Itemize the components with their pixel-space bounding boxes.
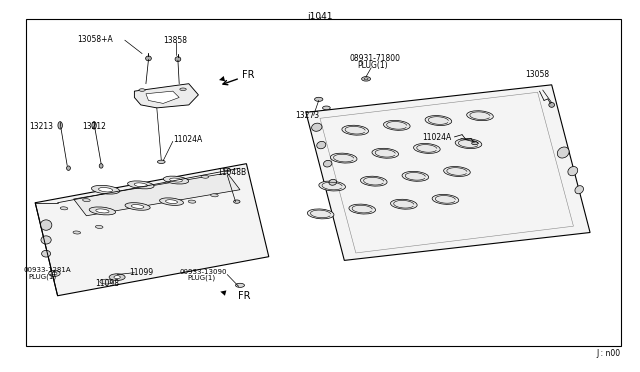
Ellipse shape [96, 209, 109, 213]
Ellipse shape [163, 176, 189, 184]
Ellipse shape [180, 88, 186, 91]
Ellipse shape [390, 199, 417, 209]
Ellipse shape [223, 169, 231, 171]
Ellipse shape [125, 203, 150, 210]
Ellipse shape [455, 139, 482, 148]
Text: PLUG(1): PLUG(1) [28, 273, 56, 280]
Polygon shape [74, 173, 240, 216]
Ellipse shape [307, 209, 334, 219]
Ellipse shape [349, 204, 376, 214]
Bar [26, 19, 621, 346]
Ellipse shape [60, 207, 68, 210]
Text: 00933-1281A: 00933-1281A [24, 267, 71, 273]
Ellipse shape [432, 195, 459, 204]
Ellipse shape [312, 123, 322, 131]
Ellipse shape [99, 187, 113, 192]
Ellipse shape [157, 160, 165, 164]
Polygon shape [134, 84, 198, 108]
Ellipse shape [131, 205, 144, 208]
Text: J : n00: J : n00 [596, 349, 621, 358]
Ellipse shape [73, 231, 81, 234]
Ellipse shape [323, 160, 332, 167]
Text: 08931-71800: 08931-71800 [349, 54, 401, 63]
Ellipse shape [41, 236, 51, 244]
Ellipse shape [188, 200, 196, 203]
Text: 13212: 13212 [82, 122, 106, 131]
Text: FR: FR [242, 70, 255, 80]
Ellipse shape [330, 153, 357, 163]
Ellipse shape [127, 181, 154, 189]
Text: 11099: 11099 [129, 268, 154, 277]
Ellipse shape [575, 186, 584, 194]
Text: i1041: i1041 [307, 12, 333, 21]
Ellipse shape [342, 125, 369, 135]
Ellipse shape [170, 178, 182, 182]
Ellipse shape [166, 200, 177, 203]
Ellipse shape [42, 250, 51, 257]
Ellipse shape [315, 97, 323, 102]
Ellipse shape [211, 194, 218, 197]
Ellipse shape [58, 122, 63, 129]
Ellipse shape [49, 270, 60, 276]
Ellipse shape [52, 272, 57, 275]
Ellipse shape [413, 144, 440, 153]
Ellipse shape [109, 274, 125, 280]
Text: 13858: 13858 [163, 36, 187, 45]
Text: 11048B: 11048B [218, 169, 247, 177]
Text: PLUG(1): PLUG(1) [357, 61, 388, 70]
Ellipse shape [319, 181, 346, 191]
Ellipse shape [92, 122, 96, 129]
Ellipse shape [67, 166, 70, 170]
Ellipse shape [89, 207, 116, 215]
Ellipse shape [139, 89, 145, 92]
Ellipse shape [364, 78, 368, 80]
Text: PLUG(1): PLUG(1) [187, 275, 215, 281]
Ellipse shape [146, 56, 152, 61]
Text: 11024A: 11024A [422, 133, 452, 142]
Ellipse shape [372, 148, 399, 158]
Text: 11024A: 11024A [173, 135, 202, 144]
Ellipse shape [100, 279, 113, 284]
Text: 13058+A: 13058+A [77, 35, 113, 44]
Ellipse shape [557, 147, 569, 158]
Text: 11098: 11098 [95, 279, 119, 288]
Ellipse shape [317, 141, 326, 149]
Text: 13213: 13213 [29, 122, 54, 131]
Ellipse shape [134, 183, 147, 187]
Ellipse shape [360, 176, 387, 186]
Text: 13273: 13273 [296, 111, 320, 120]
Ellipse shape [329, 179, 337, 185]
Ellipse shape [201, 175, 209, 178]
Ellipse shape [467, 111, 493, 121]
Ellipse shape [444, 167, 470, 176]
Ellipse shape [83, 199, 90, 202]
Ellipse shape [425, 116, 452, 125]
Ellipse shape [362, 77, 371, 81]
Ellipse shape [236, 283, 244, 287]
Ellipse shape [568, 167, 578, 176]
Text: 00933-13090: 00933-13090 [179, 269, 227, 275]
Ellipse shape [234, 200, 240, 203]
Ellipse shape [159, 198, 184, 205]
Ellipse shape [175, 57, 181, 62]
Polygon shape [35, 164, 269, 296]
Ellipse shape [323, 106, 330, 110]
Ellipse shape [40, 220, 52, 230]
Polygon shape [146, 91, 179, 103]
Ellipse shape [402, 171, 429, 181]
Ellipse shape [114, 276, 120, 279]
Ellipse shape [383, 121, 410, 130]
Ellipse shape [548, 103, 554, 108]
Ellipse shape [95, 225, 103, 228]
Ellipse shape [99, 164, 103, 168]
Ellipse shape [92, 185, 120, 194]
Text: FR: FR [238, 291, 251, 301]
Text: 13058: 13058 [525, 70, 549, 79]
Polygon shape [306, 85, 590, 260]
Ellipse shape [472, 142, 478, 145]
